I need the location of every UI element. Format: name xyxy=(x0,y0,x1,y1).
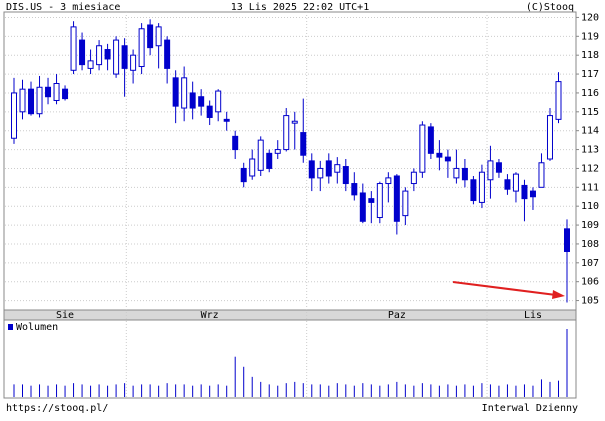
candle-body xyxy=(70,26,77,71)
footer-right: Interwal Dzienny xyxy=(482,403,578,414)
candle-body xyxy=(427,126,434,154)
candle-body xyxy=(189,92,196,109)
candle-body xyxy=(325,160,332,177)
y-tick-label: 112 xyxy=(581,163,599,174)
candle-body xyxy=(300,132,307,156)
x-axis-band xyxy=(3,309,577,321)
candle-body xyxy=(113,39,120,75)
candle-body xyxy=(62,88,69,100)
candle-body xyxy=(11,92,17,139)
candle-body xyxy=(138,28,145,68)
candle-body xyxy=(291,120,298,124)
legend-label: Wolumen xyxy=(16,322,58,333)
candle-body xyxy=(240,167,247,183)
y-tick-label: 116 xyxy=(581,88,599,99)
y-tick-label: 113 xyxy=(581,145,599,156)
candle-body xyxy=(419,124,426,173)
y-tick-label: 115 xyxy=(581,107,599,118)
y-tick-label: 105 xyxy=(581,296,599,307)
y-tick-label: 119 xyxy=(581,31,599,42)
candle-body xyxy=(393,175,400,222)
candle-body xyxy=(130,54,137,71)
candle-body xyxy=(28,88,35,115)
candle-body xyxy=(368,198,375,203)
candle-body xyxy=(564,228,570,252)
candle-body xyxy=(215,90,222,113)
y-tick-label: 120 xyxy=(581,12,599,23)
candle-body xyxy=(487,160,494,181)
candle-body xyxy=(410,171,417,185)
candle-body xyxy=(283,115,290,151)
candle-body xyxy=(36,86,43,115)
candle-body xyxy=(495,162,502,173)
candle-body xyxy=(461,167,468,181)
candle-body xyxy=(342,166,349,185)
y-tick-label: 109 xyxy=(581,220,599,231)
candle-body xyxy=(504,179,511,190)
chart-title: DIS.US - 3 miesiace xyxy=(6,2,120,13)
candle-body xyxy=(257,139,264,171)
candle-body xyxy=(402,190,409,217)
candle-body xyxy=(334,164,341,173)
volume-frame xyxy=(3,319,577,399)
x-tick-label: Wrz xyxy=(201,310,219,321)
candle-body xyxy=(555,81,562,120)
y-tick-label: 107 xyxy=(581,258,599,269)
candle-body xyxy=(359,192,366,222)
candle-body xyxy=(79,39,86,66)
candle-body xyxy=(249,158,256,177)
candle-body xyxy=(444,156,451,162)
candle-body xyxy=(121,45,128,69)
candle-body xyxy=(206,105,213,118)
candle-body xyxy=(147,24,154,49)
candle-body xyxy=(470,179,477,202)
candle-body xyxy=(436,152,443,158)
y-tick-label: 110 xyxy=(581,201,599,212)
candle-body xyxy=(198,96,205,107)
candle-body xyxy=(521,184,528,200)
candle-body xyxy=(172,77,179,107)
candle-body xyxy=(164,39,171,69)
candle-body xyxy=(266,152,273,169)
y-tick-label: 114 xyxy=(581,126,599,137)
candle-body xyxy=(274,149,281,154)
candle-body xyxy=(19,88,26,113)
candle-body xyxy=(87,60,94,69)
candle-body xyxy=(453,167,460,179)
candle-body xyxy=(317,167,324,179)
legend-swatch xyxy=(8,324,13,330)
annotation-arrow xyxy=(452,281,557,296)
y-tick-label: 117 xyxy=(581,69,599,80)
candle-body xyxy=(96,45,103,66)
candle-body xyxy=(512,173,519,192)
candle-body xyxy=(308,160,315,179)
candle-body xyxy=(529,190,536,198)
y-tick-label: 108 xyxy=(581,239,599,250)
candle-body xyxy=(351,183,358,196)
annotation-arrowhead xyxy=(552,290,565,299)
candle-body xyxy=(232,135,239,151)
candle-body xyxy=(155,26,162,47)
candle-body xyxy=(104,49,111,60)
x-tick-label: Lis xyxy=(524,310,542,321)
candle-body xyxy=(538,162,545,188)
y-tick-label: 106 xyxy=(581,277,599,288)
candle-body xyxy=(45,86,52,98)
candle-body xyxy=(478,171,485,203)
y-tick-label: 111 xyxy=(581,182,599,193)
y-tick-label: 118 xyxy=(581,50,599,61)
x-tick-label: Paz xyxy=(388,310,406,321)
chart-subtitle: 13 Lis 2025 22:02 UTC+1 xyxy=(231,2,369,13)
footer-left: https://stooq.pl/ xyxy=(6,403,108,414)
candle-body xyxy=(53,83,60,101)
x-tick-label: Sie xyxy=(56,310,74,321)
candle-body xyxy=(181,77,188,109)
source: (C)Stooq xyxy=(526,2,574,13)
candle-body xyxy=(385,177,392,185)
candle-body xyxy=(546,115,553,160)
candle-body xyxy=(376,183,383,219)
candle-body xyxy=(223,118,230,122)
